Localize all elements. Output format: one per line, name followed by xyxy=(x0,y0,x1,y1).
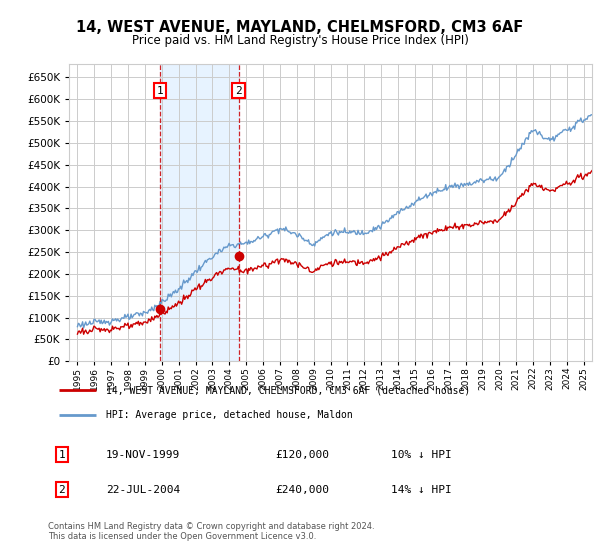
Text: 19-NOV-1999: 19-NOV-1999 xyxy=(106,450,181,460)
Text: 14, WEST AVENUE, MAYLAND, CHELMSFORD, CM3 6AF: 14, WEST AVENUE, MAYLAND, CHELMSFORD, CM… xyxy=(76,20,524,35)
Text: 1: 1 xyxy=(59,450,65,460)
Text: 2: 2 xyxy=(59,484,65,494)
Text: Contains HM Land Registry data © Crown copyright and database right 2024.
This d: Contains HM Land Registry data © Crown c… xyxy=(48,522,374,542)
Text: £240,000: £240,000 xyxy=(275,484,329,494)
Text: 2: 2 xyxy=(235,86,242,96)
Text: £120,000: £120,000 xyxy=(275,450,329,460)
Text: 10% ↓ HPI: 10% ↓ HPI xyxy=(391,450,452,460)
Text: 14, WEST AVENUE, MAYLAND, CHELMSFORD, CM3 6AF (detached house): 14, WEST AVENUE, MAYLAND, CHELMSFORD, CM… xyxy=(106,385,470,395)
Text: 14% ↓ HPI: 14% ↓ HPI xyxy=(391,484,452,494)
Text: Price paid vs. HM Land Registry's House Price Index (HPI): Price paid vs. HM Land Registry's House … xyxy=(131,34,469,46)
Text: HPI: Average price, detached house, Maldon: HPI: Average price, detached house, Mald… xyxy=(106,410,353,420)
Bar xyxy=(160,64,239,361)
Text: 22-JUL-2004: 22-JUL-2004 xyxy=(106,484,181,494)
Text: 1: 1 xyxy=(157,86,163,96)
